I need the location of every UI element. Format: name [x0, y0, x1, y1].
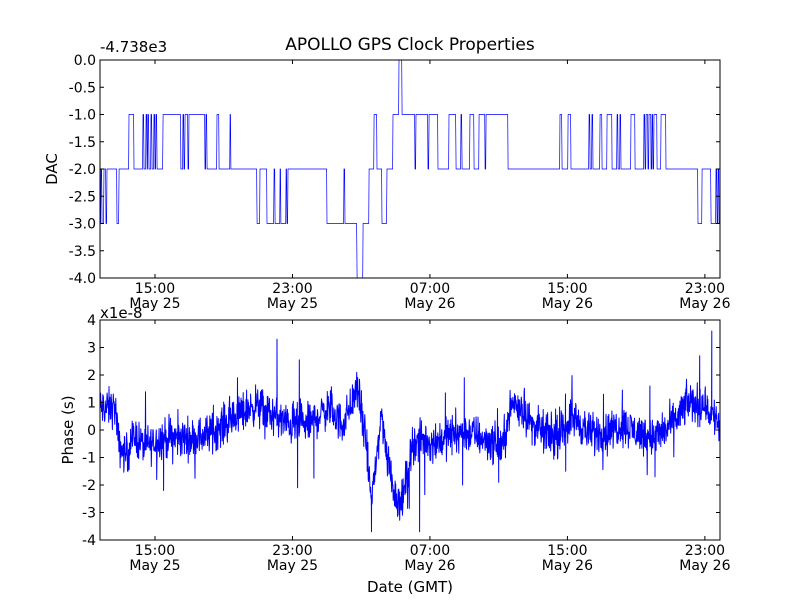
x-tick-label-date: May 26: [542, 558, 593, 574]
x-tick-label-date: May 25: [129, 558, 180, 574]
x-tick-label-time: 15:00: [547, 281, 587, 297]
x-tick-label-time: 15:00: [135, 281, 175, 297]
x-tick-label-date: May 26: [404, 558, 455, 574]
y-tick-label: -2: [82, 478, 96, 494]
top-y-axis-label: DAC: [43, 153, 61, 185]
x-tick-label-date: May 26: [542, 296, 593, 312]
x-tick-label-date: May 26: [679, 296, 730, 312]
y-tick-label: -4: [82, 533, 96, 549]
y-tick-label: -2.5: [69, 189, 96, 205]
x-tick-label-time: 07:00: [410, 543, 450, 559]
x-tick-label-time: 23:00: [685, 281, 725, 297]
x-tick-label-time: 07:00: [410, 281, 450, 297]
bottom-offset-label: x1e-8: [100, 304, 143, 322]
y-tick-label: -0.5: [69, 80, 96, 96]
x-tick-label-date: May 25: [129, 296, 180, 312]
top-offset-label: -4.738e3: [100, 38, 167, 56]
bottom-y-axis-label: Phase (s): [59, 395, 77, 464]
x-tick-label-date: May 25: [267, 558, 318, 574]
x-tick-label-time: 15:00: [547, 543, 587, 559]
x-tick-label-date: May 26: [679, 558, 730, 574]
x-tick-label-time: 15:00: [135, 543, 175, 559]
dac-series-line: [100, 59, 720, 279]
dac-axes: 0.0 -0.5 -1.0 -1.5 -2.0 -2.5 -3.0 -3.5 -4.0 15:00…: [69, 53, 731, 312]
x-tick-label-date: May 26: [404, 296, 455, 312]
x-tick-label-time: 23:00: [685, 543, 725, 559]
chart-title: APOLLO GPS Clock Properties: [285, 35, 535, 55]
y-tick-label: -1.0: [69, 108, 96, 124]
y-tick-label: 0.0: [74, 53, 96, 69]
y-tick-label: 1: [87, 396, 96, 412]
x-tick-label-time: 23:00: [272, 543, 312, 559]
y-tick-label: -1.5: [69, 135, 96, 151]
x-axis-label: Date (GMT): [367, 578, 453, 596]
y-tick-label: -2.0: [69, 162, 96, 178]
phase-series-line: [99, 330, 721, 533]
y-tick-label: -3.0: [69, 217, 96, 233]
y-tick-label: -3.5: [69, 244, 96, 260]
x-tick-label-date: May 25: [267, 296, 318, 312]
x-tick-label-time: 23:00: [272, 281, 312, 297]
y-tick-label: 3: [87, 341, 96, 357]
y-tick-label: 4: [87, 313, 96, 329]
y-tick-label: -3: [82, 506, 96, 522]
y-tick-label: -4.0: [69, 271, 96, 287]
y-tick-label: 2: [87, 368, 96, 384]
y-tick-label: -1: [82, 451, 96, 467]
y-tick-label: 0: [87, 423, 96, 439]
